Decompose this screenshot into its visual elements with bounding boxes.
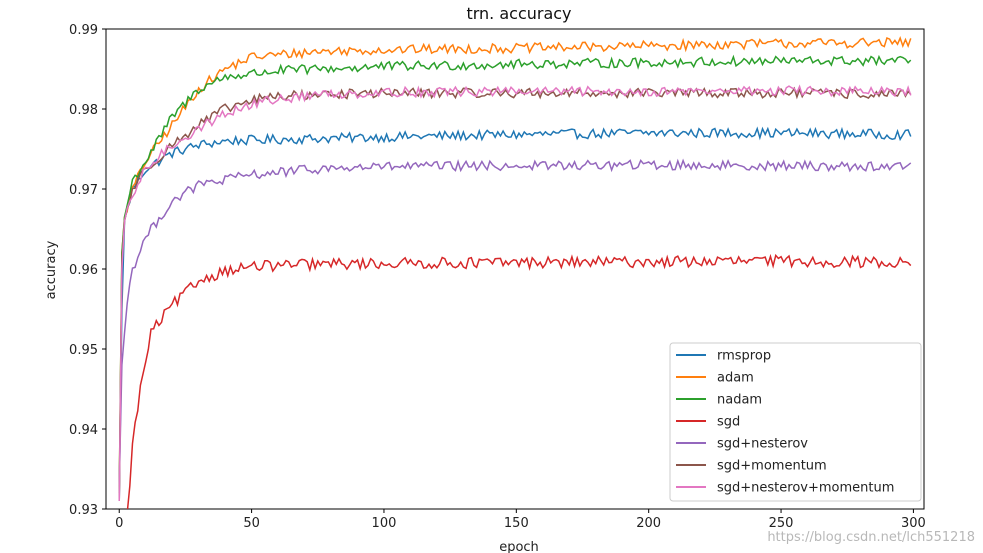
series-line-sgd xyxy=(126,253,912,509)
legend-label: sgd+nesterov+momentum xyxy=(717,481,894,496)
x-axis-label: epoch xyxy=(499,540,539,553)
legend-label: sgd+momentum xyxy=(717,459,827,474)
series-line-sgd-nesterov-momentum xyxy=(118,84,912,502)
y-tick-label: 0.97 xyxy=(69,183,98,198)
series-line-adam xyxy=(118,36,912,494)
series-line-nadam xyxy=(118,54,912,494)
legend-label: adam xyxy=(717,371,754,386)
y-axis: 0.93 0.94 0.95 0.96 0.97 0.98 0.99 xyxy=(69,23,106,518)
y-tick-label: 0.95 xyxy=(69,343,98,358)
x-tick-label: 200 xyxy=(636,516,661,531)
series-line-sgd-momentum xyxy=(118,86,912,502)
legend-label: nadam xyxy=(717,393,762,408)
legend-frame xyxy=(669,342,922,502)
x-tick-label: 250 xyxy=(769,516,794,531)
legend-label: sgd xyxy=(717,415,740,430)
chart-title: trn. accuracy xyxy=(466,4,571,23)
legend-label: rmsprop xyxy=(717,349,771,364)
y-tick-label: 0.98 xyxy=(69,103,98,118)
series-line-sgd-nesterov xyxy=(118,158,912,486)
x-tick-label: 0 xyxy=(115,516,123,531)
legend: rmsprop adam nadam sgd sgd+nesterov sgd+momen… xyxy=(669,342,922,502)
legend-label: sgd+nesterov xyxy=(717,437,808,452)
y-axis-label: accuracy xyxy=(44,240,59,299)
y-tick-label: 0.94 xyxy=(69,423,98,438)
x-tick-label: 100 xyxy=(372,516,397,531)
y-tick-label: 0.99 xyxy=(69,23,98,38)
x-tick-label: 150 xyxy=(504,516,529,531)
x-tick-label: 300 xyxy=(901,516,926,531)
series-line-rmsprop xyxy=(118,126,912,502)
y-tick-label: 0.96 xyxy=(69,263,98,278)
series-layer xyxy=(118,36,912,509)
watermark-text: https://blog.csdn.net/lch551218 xyxy=(767,530,975,545)
y-tick-label: 0.93 xyxy=(69,503,98,518)
x-tick-label: 50 xyxy=(243,516,260,531)
x-axis: 0 50 100 150 200 250 300 xyxy=(115,509,926,531)
